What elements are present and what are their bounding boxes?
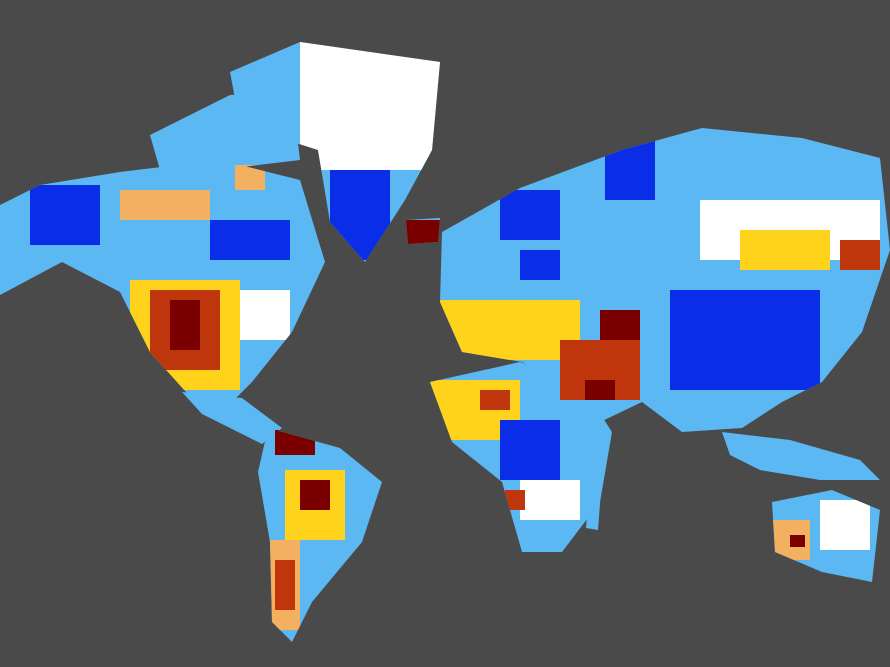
- cell-block: [740, 230, 830, 270]
- cell-block: [670, 290, 820, 390]
- cell-block: [600, 310, 640, 340]
- cell-block: [480, 390, 510, 410]
- cell-block: [500, 190, 560, 240]
- cell-block: [300, 42, 440, 170]
- cell-block: [300, 480, 330, 510]
- cell-block: [275, 560, 295, 610]
- cell-block: [505, 490, 525, 510]
- cell-block: [820, 500, 870, 550]
- cell-block: [30, 185, 100, 245]
- cell-block: [520, 250, 560, 280]
- cell-block: [790, 535, 805, 547]
- cell-block: [500, 420, 560, 480]
- cell-block: [170, 300, 200, 350]
- cell-block: [840, 240, 880, 270]
- cell-block: [210, 220, 290, 260]
- cell-block: [406, 220, 440, 244]
- cell-block: [120, 190, 210, 220]
- cell-block: [440, 300, 580, 360]
- cell-block: [585, 380, 615, 400]
- cell-block: [240, 290, 290, 340]
- cell-block: [520, 480, 580, 520]
